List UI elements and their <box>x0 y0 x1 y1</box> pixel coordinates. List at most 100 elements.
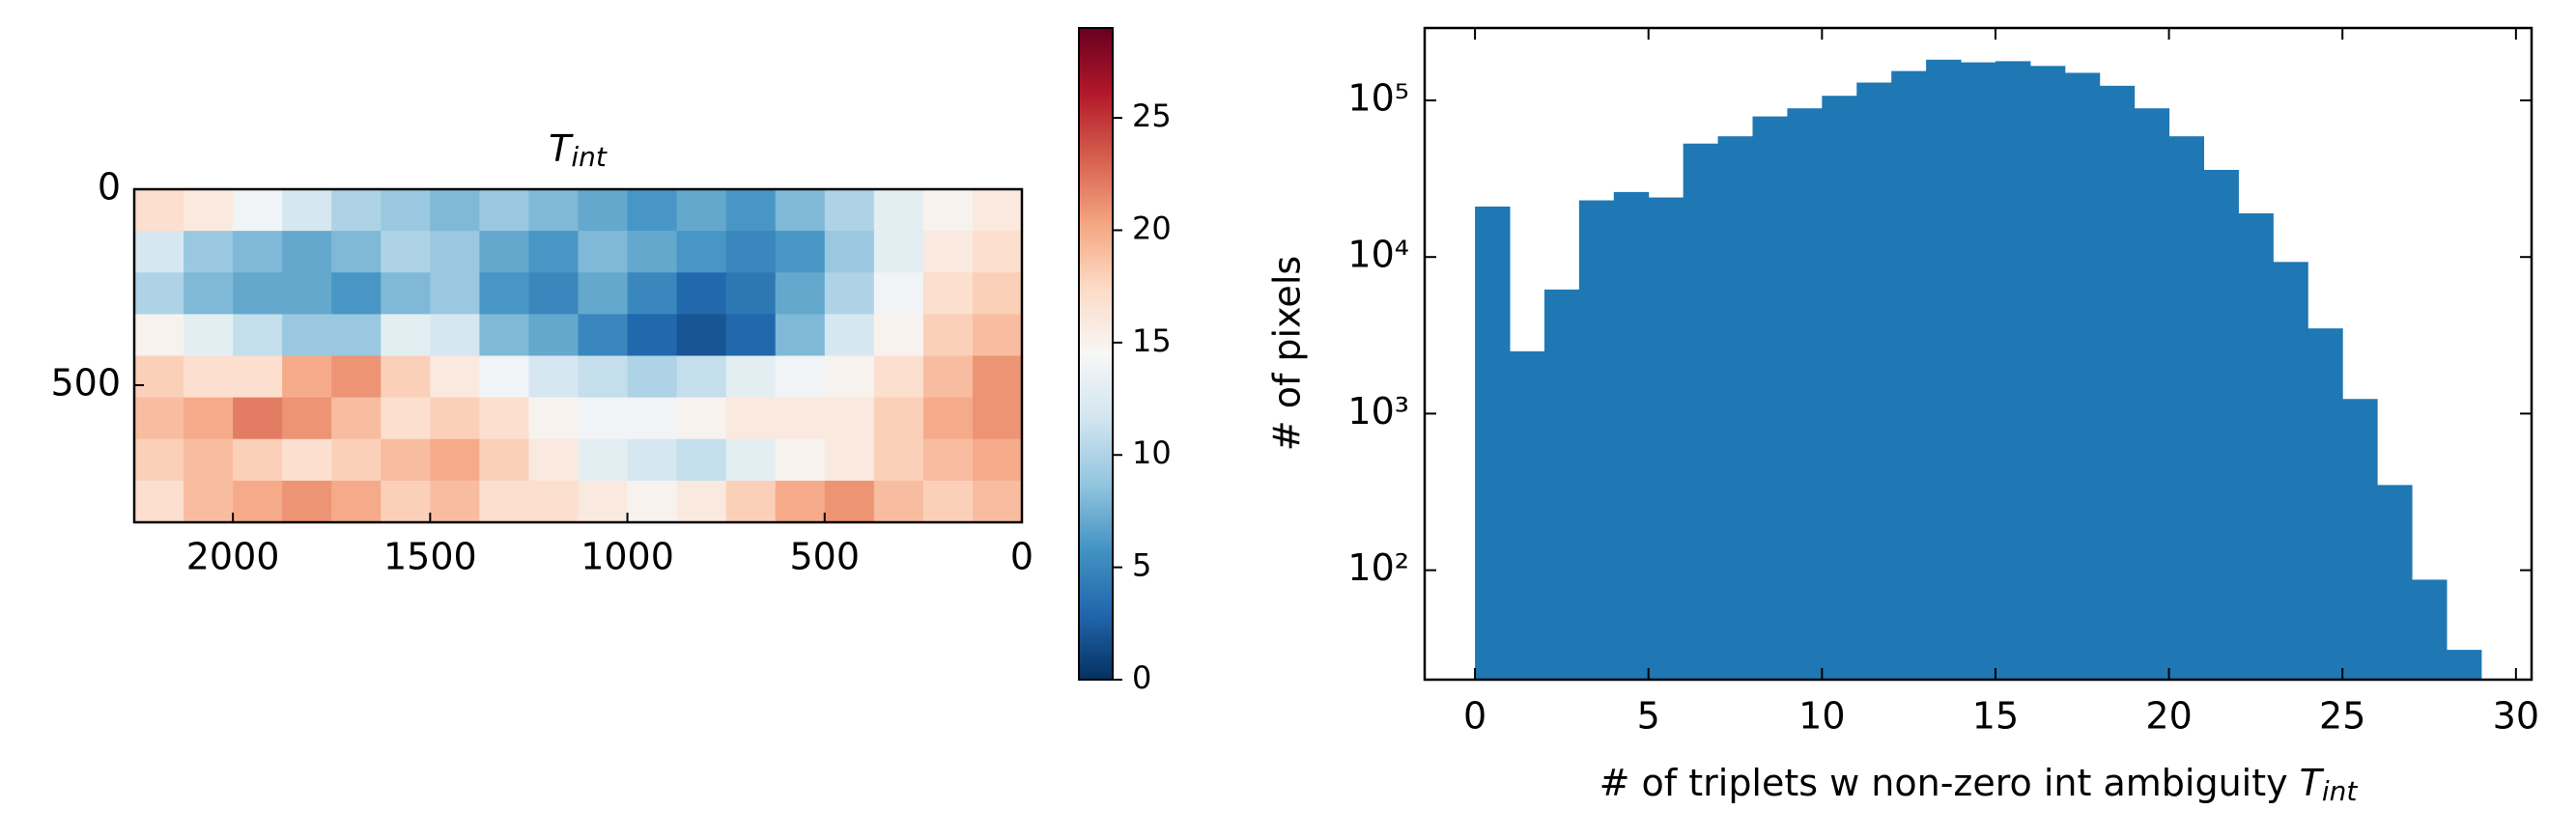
heatmap-cell <box>134 355 184 399</box>
heatmap-cell <box>184 189 234 232</box>
heatmap-cell <box>972 438 1023 482</box>
heatmap-cell <box>479 231 530 273</box>
heatmap-cell <box>627 438 678 482</box>
heatmap-cell <box>479 314 530 357</box>
heatmap-cell <box>578 397 629 440</box>
heatmap-cell <box>725 189 777 232</box>
histogram-bar <box>2342 399 2378 680</box>
heatmap-cell <box>528 231 580 273</box>
histogram-bar <box>1856 82 1892 680</box>
heatmap-cell <box>233 355 283 399</box>
heatmap-cell <box>578 272 629 315</box>
heatmap-cell <box>479 480 530 523</box>
heatmap-cell <box>282 438 332 482</box>
heatmap-cell <box>775 397 826 440</box>
heatmap-cell <box>725 355 777 399</box>
y-tick-label: 500 <box>50 361 121 404</box>
heatmap-cell <box>381 189 431 232</box>
heatmap-cell <box>873 272 924 315</box>
x-axis-label: # of triplets w non-zero int ambiguity Ti… <box>1599 762 2359 808</box>
heatmap-cell <box>972 397 1023 440</box>
heatmap-cell <box>184 480 234 523</box>
heatmap-cell <box>824 397 875 440</box>
title-symbol: T <box>549 127 574 170</box>
heatmap-cell <box>134 231 184 273</box>
heatmap-cell <box>381 231 431 273</box>
heatmap-cell <box>873 397 924 440</box>
heatmap-cell <box>528 397 580 440</box>
heatmap-cell <box>627 189 678 232</box>
heatmap-cell <box>430 314 480 357</box>
heatmap-cell <box>922 480 974 523</box>
heatmap-cell <box>282 355 332 399</box>
heatmap-cell <box>233 231 283 273</box>
histogram-bar <box>2029 66 2066 680</box>
heatmap-cell <box>331 397 382 440</box>
histogram-bar <box>2307 328 2343 680</box>
heatmap-cell <box>972 189 1023 232</box>
heatmap-cell <box>381 314 431 357</box>
heatmap-cell <box>627 355 678 399</box>
heatmap-cell <box>479 355 530 399</box>
heatmap-cell <box>282 397 332 440</box>
heatmap-cell <box>331 231 382 273</box>
heatmap-cell <box>676 480 727 523</box>
heatmap-cell <box>922 231 974 273</box>
heatmap-cell <box>873 314 924 357</box>
heatmap-cell <box>430 272 480 315</box>
heatmap-cell <box>972 231 1023 273</box>
heatmap-cell <box>233 314 283 357</box>
colorbar-tick-label: 15 <box>1132 322 1172 359</box>
heatmap-cell <box>184 355 234 399</box>
histogram-bar <box>1961 62 1996 681</box>
heatmap-cell <box>972 272 1023 315</box>
heatmap-cell <box>676 272 727 315</box>
heatmap-cell <box>430 438 480 482</box>
heatmap-cell <box>775 480 826 523</box>
heatmap-cell <box>676 189 727 232</box>
histogram-bar <box>1578 200 1615 681</box>
heatmap-cell <box>282 272 332 315</box>
heatmap-cell <box>233 397 283 440</box>
heatmap-cell <box>528 355 580 399</box>
heatmap-cell <box>578 355 629 399</box>
x-tick-label: 0 <box>1463 695 1486 738</box>
heatmap-cell <box>184 397 234 440</box>
heatmap-cell <box>430 397 480 440</box>
heatmap-cell <box>381 355 431 399</box>
heatmap-cell <box>824 480 875 523</box>
heatmap-cell <box>282 231 332 273</box>
heatmap-cell <box>331 480 382 523</box>
histogram-bar <box>2203 169 2239 681</box>
histogram-bar <box>1926 59 1962 680</box>
heatmap-cell <box>676 438 727 482</box>
heatmap-cell <box>233 189 283 232</box>
histogram-bar <box>1543 289 1580 680</box>
heatmap-cell <box>233 438 283 482</box>
histogram-bar <box>2377 485 2413 680</box>
heatmap-cell <box>824 231 875 273</box>
heatmap-cell <box>725 480 777 523</box>
heatmap-cell <box>922 355 974 399</box>
colorbar <box>1078 27 1114 681</box>
y-tick-label: 0 <box>98 166 121 209</box>
y-axis-label: # of pixels <box>1266 256 1309 451</box>
y-tick-label: 10³ <box>1347 390 1409 433</box>
heatmap-cell <box>676 397 727 440</box>
histogram-bar <box>1995 61 2031 681</box>
heatmap-cell <box>134 438 184 482</box>
histogram-bar <box>1787 108 1823 680</box>
title-subscript: int <box>571 141 608 173</box>
heatmap-cell <box>184 231 234 273</box>
heatmap-title: Tint <box>549 127 608 174</box>
x-tick-label: 0 <box>1010 536 1033 578</box>
heatmap-cell <box>676 314 727 357</box>
heatmap-cell <box>479 438 530 482</box>
heatmap-cell <box>824 438 875 482</box>
heatmap-cell <box>775 355 826 399</box>
heatmap-cell <box>922 272 974 315</box>
heatmap-cell <box>627 314 678 357</box>
x-tick-label: 1500 <box>383 536 477 578</box>
heatmap-cell <box>775 189 826 232</box>
